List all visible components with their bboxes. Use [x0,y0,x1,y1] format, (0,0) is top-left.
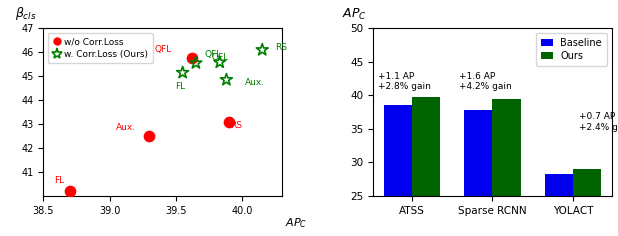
w/o Corr.Loss [224,120,234,124]
Bar [384,105,412,236]
w. Corr.Loss (Ours) [215,60,225,64]
Legend: w/o Corr.Loss, w. Corr.Loss (Ours): w/o Corr.Loss, w. Corr.Loss (Ours) [48,33,153,63]
Text: +1.6 AP
+4.2% gain: +1.6 AP +4.2% gain [459,72,511,91]
Text: FL: FL [54,176,64,185]
Bar [464,110,493,236]
w/o Corr.Loss [187,56,197,60]
Bar [412,97,440,236]
Legend: Baseline, Ours: Baseline, Ours [536,33,607,66]
Bar [493,99,520,236]
Text: Aux.: Aux. [245,78,265,87]
Text: RS: RS [276,43,287,52]
Text: QFL: QFL [205,50,222,59]
Text: QFL: QFL [211,53,228,62]
Bar [573,169,601,236]
w. Corr.Loss (Ours) [257,48,267,52]
Text: $\beta_{cls}$: $\beta_{cls}$ [15,5,36,22]
Text: FL: FL [175,82,185,91]
Text: Aux.: Aux. [116,123,135,132]
w/o Corr.Loss [65,189,75,193]
Text: +1.1 AP
+2.8% gain: +1.1 AP +2.8% gain [378,72,431,91]
w. Corr.Loss (Ours) [191,61,201,65]
Text: $AP_C$: $AP_C$ [284,216,307,230]
w. Corr.Loss (Ours) [221,78,231,82]
w. Corr.Loss (Ours) [177,71,187,75]
Text: $AP_C$: $AP_C$ [342,7,366,22]
Text: RS: RS [230,121,242,130]
Text: +0.7 AP
+2.4% gain: +0.7 AP +2.4% gain [579,112,618,131]
Text: QFL: QFL [154,45,171,54]
Bar [544,174,573,236]
w/o Corr.Loss [145,134,154,138]
